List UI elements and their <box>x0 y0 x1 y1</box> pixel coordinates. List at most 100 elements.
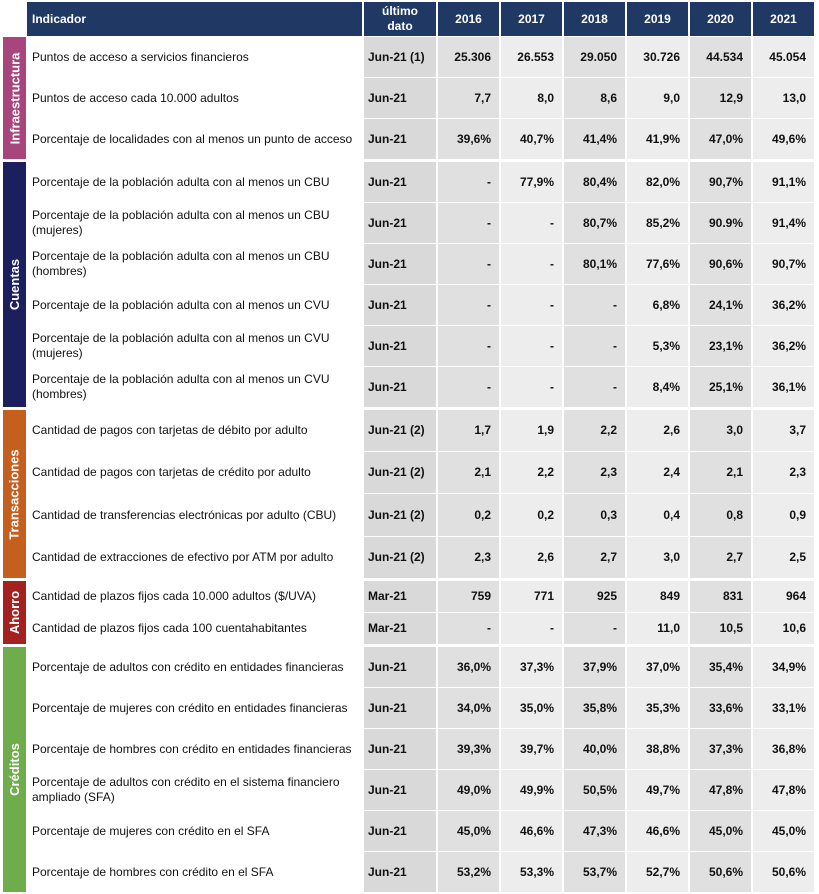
value: 34,0% <box>438 688 499 728</box>
group-name: Ahorro <box>7 590 22 635</box>
header-cell: 2018 <box>564 2 625 36</box>
value: 0,8 <box>690 494 751 536</box>
value: 33,6% <box>690 688 751 728</box>
value: 45,0% <box>690 811 751 851</box>
indicator: Porcentaje de mujeres con crédito en ent… <box>27 688 362 728</box>
value: - <box>501 285 562 325</box>
indicator: Porcentaje de la población adulta con al… <box>27 244 362 284</box>
value: - <box>564 613 625 644</box>
value: - <box>501 244 562 284</box>
group-label: Transacciones <box>3 410 26 578</box>
last-date: Jun-21 <box>364 852 436 892</box>
value: 77,6% <box>627 244 688 284</box>
value: 82,0% <box>627 162 688 202</box>
value: 90,7% <box>690 162 751 202</box>
value: 5,3% <box>627 326 688 366</box>
indicator: Porcentaje de localidades con al menos u… <box>27 119 362 159</box>
value: 47,8% <box>753 770 814 810</box>
value: - <box>438 326 499 366</box>
value: 2,4 <box>627 452 688 493</box>
value: 25,1% <box>690 367 751 407</box>
value: 49,9% <box>501 770 562 810</box>
value: 44.534 <box>690 37 751 77</box>
group-label: Infraestructura <box>3 37 26 159</box>
indicator: Puntos de acceso a servicios financieros <box>27 37 362 77</box>
value: 2,5 <box>753 537 814 578</box>
value: 9,0 <box>627 78 688 118</box>
value: 964 <box>753 581 814 612</box>
value: - <box>501 203 562 243</box>
value: 23,1% <box>690 326 751 366</box>
last-date: Jun-21 <box>364 729 436 769</box>
value: 37,3% <box>501 647 562 687</box>
value: 49,7% <box>627 770 688 810</box>
value: 8,4% <box>627 367 688 407</box>
value: 36,1% <box>753 367 814 407</box>
group-label: Cuentas <box>3 162 26 407</box>
value: 77,9% <box>501 162 562 202</box>
value: - <box>438 367 499 407</box>
value: - <box>501 367 562 407</box>
value: 2,3 <box>438 537 499 578</box>
indicator: Puntos de acceso cada 10.000 adultos <box>27 78 362 118</box>
indicator: Porcentaje de la población adulta con al… <box>27 203 362 243</box>
value: 771 <box>501 581 562 612</box>
last-date: Jun-21 <box>364 119 436 159</box>
value: 45,0% <box>753 811 814 851</box>
value: 37,0% <box>627 647 688 687</box>
value: 3,0 <box>627 537 688 578</box>
value: 80,4% <box>564 162 625 202</box>
value: 49,0% <box>438 770 499 810</box>
last-date: Jun-21 <box>364 326 436 366</box>
indicator: Porcentaje de la población adulta con al… <box>27 162 362 202</box>
value: 91,4% <box>753 203 814 243</box>
value: 2,1 <box>438 452 499 493</box>
value: 35,8% <box>564 688 625 728</box>
value: 36,8% <box>753 729 814 769</box>
value: 52,7% <box>627 852 688 892</box>
value: 831 <box>690 581 751 612</box>
value: 1,9 <box>501 410 562 451</box>
indicator: Porcentaje de la población adulta con al… <box>27 326 362 366</box>
value: 36,2% <box>753 285 814 325</box>
value: 13,0 <box>753 78 814 118</box>
value: 8,0 <box>501 78 562 118</box>
value: - <box>438 203 499 243</box>
indicator: Cantidad de transferencias electrónicas … <box>27 494 362 536</box>
value: 39,3% <box>438 729 499 769</box>
value: 10,5 <box>690 613 751 644</box>
value: 85,2% <box>627 203 688 243</box>
value: 45,0% <box>438 811 499 851</box>
indicator: Porcentaje de hombres con crédito en ent… <box>27 729 362 769</box>
value: 759 <box>438 581 499 612</box>
last-date: Jun-21 <box>364 78 436 118</box>
value: 26.553 <box>501 37 562 77</box>
value: 2,6 <box>501 537 562 578</box>
value: 2,3 <box>564 452 625 493</box>
header-cell: Indicador <box>27 2 362 36</box>
indicator: Porcentaje de adultos con crédito en el … <box>27 770 362 810</box>
value: 50,5% <box>564 770 625 810</box>
value: 53,3% <box>501 852 562 892</box>
last-date: Jun-21 <box>364 770 436 810</box>
last-date: Jun-21 <box>364 203 436 243</box>
value: 29.050 <box>564 37 625 77</box>
value: 0,9 <box>753 494 814 536</box>
group-name: Cuentas <box>7 258 23 311</box>
value: 90,6% <box>690 244 751 284</box>
value: 2,7 <box>690 537 751 578</box>
header-cell: 2017 <box>501 2 562 36</box>
last-date: Jun-21 <box>364 367 436 407</box>
group-label: Ahorro <box>3 581 26 644</box>
indicator: Porcentaje de adultos con crédito en ent… <box>27 647 362 687</box>
value: 35,0% <box>501 688 562 728</box>
group-label: Créditos <box>3 647 26 892</box>
indicator: Cantidad de plazos fijos cada 10.000 adu… <box>27 581 362 612</box>
value: 0,2 <box>438 494 499 536</box>
value: 30.726 <box>627 37 688 77</box>
last-date: Jun-21 (2) <box>364 494 436 536</box>
last-date: Jun-21 <box>364 811 436 851</box>
value: - <box>438 162 499 202</box>
indicator: Cantidad de pagos con tarjetas de crédit… <box>27 452 362 493</box>
